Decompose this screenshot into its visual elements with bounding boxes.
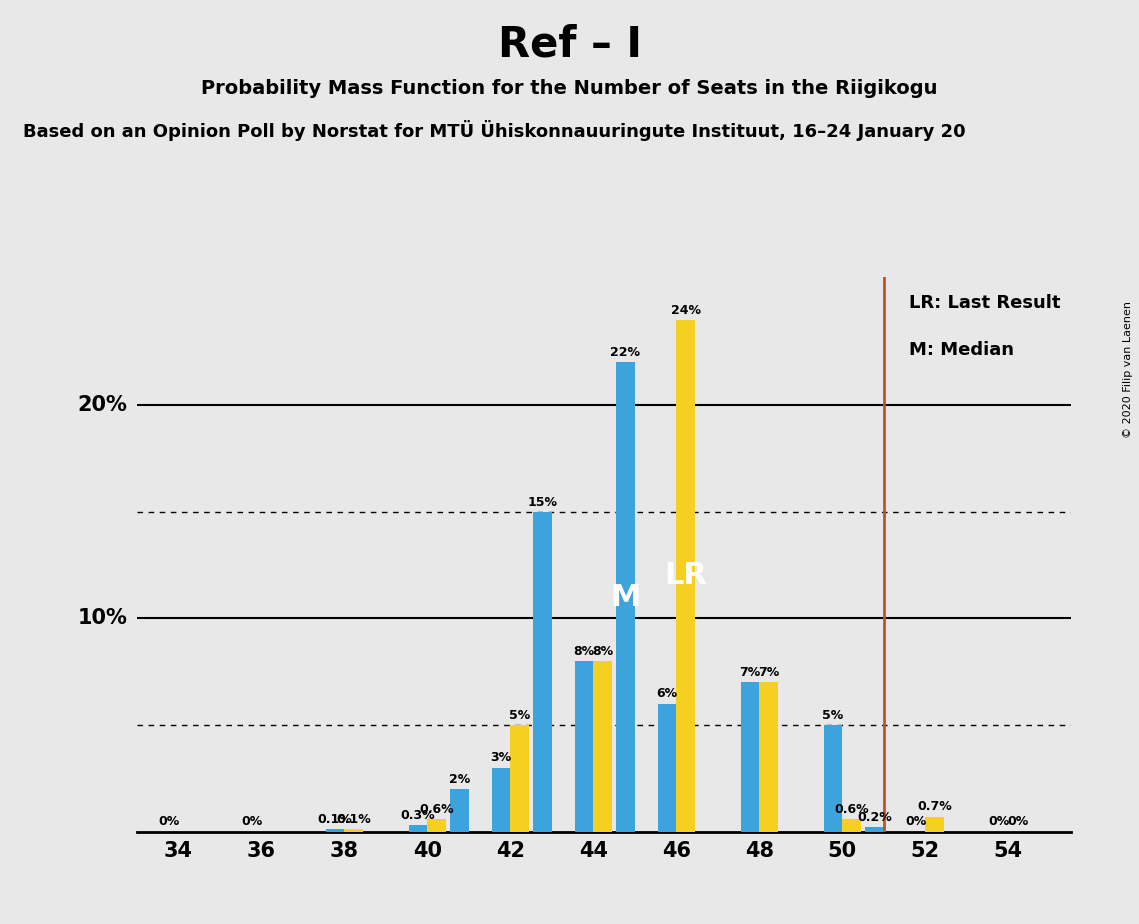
Bar bbox=[843, 819, 861, 832]
Text: 0%: 0% bbox=[1007, 815, 1029, 829]
Text: 0.3%: 0.3% bbox=[401, 809, 435, 822]
Bar bbox=[510, 725, 528, 832]
Text: 24%: 24% bbox=[671, 304, 700, 317]
Text: LR: Last Result: LR: Last Result bbox=[909, 294, 1060, 312]
Text: Ref – I: Ref – I bbox=[498, 23, 641, 65]
Text: © 2020 Filip van Laenen: © 2020 Filip van Laenen bbox=[1123, 301, 1133, 438]
Bar bbox=[740, 682, 760, 832]
Text: 0.1%: 0.1% bbox=[318, 813, 352, 826]
Text: LR: LR bbox=[664, 561, 707, 590]
Text: 3%: 3% bbox=[491, 751, 511, 764]
Bar bbox=[492, 768, 510, 832]
Bar bbox=[866, 827, 884, 832]
Text: 0%: 0% bbox=[906, 815, 927, 829]
Text: 0.7%: 0.7% bbox=[917, 800, 952, 813]
Text: 6%: 6% bbox=[656, 687, 678, 700]
Text: Based on an Opinion Poll by Norstat for MTÜ Ühiskonnauuringute Instituut, 16–24 : Based on an Opinion Poll by Norstat for … bbox=[23, 120, 966, 141]
Bar bbox=[925, 817, 944, 832]
Bar bbox=[823, 725, 843, 832]
Text: 8%: 8% bbox=[573, 645, 595, 658]
Text: 8%: 8% bbox=[592, 645, 613, 658]
Text: 0.2%: 0.2% bbox=[858, 811, 892, 824]
Text: 0%: 0% bbox=[989, 815, 1009, 829]
Text: M: Median: M: Median bbox=[909, 341, 1014, 359]
Text: 0%: 0% bbox=[241, 815, 262, 829]
Text: 2%: 2% bbox=[449, 772, 470, 785]
Text: 0.6%: 0.6% bbox=[835, 803, 869, 816]
Text: 0.1%: 0.1% bbox=[336, 813, 371, 826]
Bar bbox=[760, 682, 778, 832]
Bar bbox=[677, 320, 695, 832]
Bar bbox=[533, 512, 551, 832]
Text: M: M bbox=[611, 582, 640, 612]
Text: 0.6%: 0.6% bbox=[419, 803, 454, 816]
Bar bbox=[326, 830, 344, 832]
Text: 7%: 7% bbox=[739, 666, 761, 679]
Bar bbox=[344, 830, 363, 832]
Text: 10%: 10% bbox=[77, 608, 128, 628]
Text: 22%: 22% bbox=[611, 346, 640, 359]
Bar bbox=[657, 704, 677, 832]
Text: 20%: 20% bbox=[77, 395, 128, 415]
Bar bbox=[409, 825, 427, 832]
Text: 0%: 0% bbox=[158, 815, 180, 829]
Text: Probability Mass Function for the Number of Seats in the Riigikogu: Probability Mass Function for the Number… bbox=[202, 79, 937, 98]
Text: 7%: 7% bbox=[759, 666, 779, 679]
Bar bbox=[593, 661, 612, 832]
Text: 5%: 5% bbox=[509, 709, 531, 722]
Text: 15%: 15% bbox=[527, 495, 557, 508]
Text: 5%: 5% bbox=[822, 709, 844, 722]
Bar bbox=[450, 789, 469, 832]
Bar bbox=[427, 819, 446, 832]
Bar bbox=[616, 362, 634, 832]
Bar bbox=[574, 661, 593, 832]
